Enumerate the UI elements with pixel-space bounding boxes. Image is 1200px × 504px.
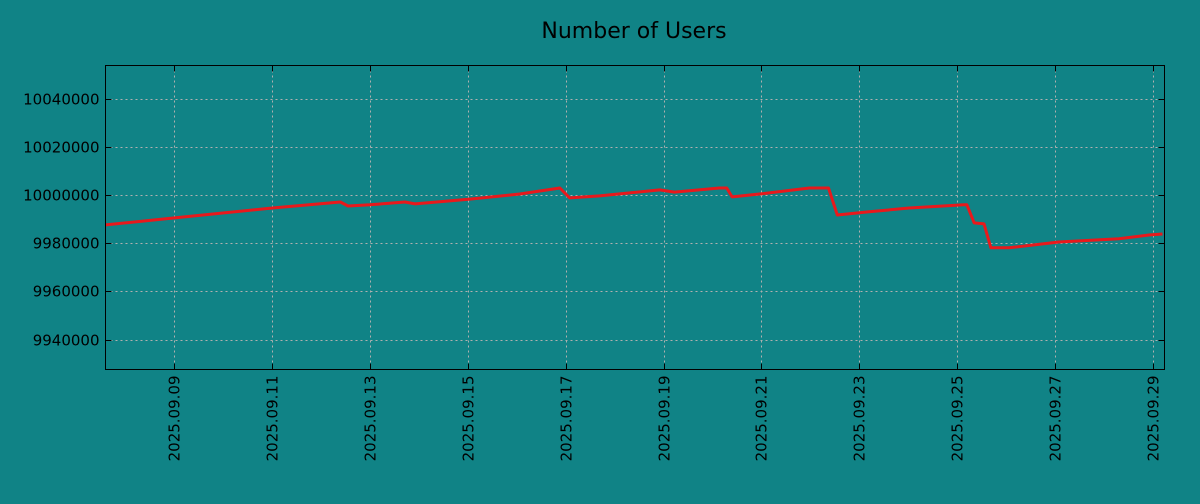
y-tick-label: 10000000 (23, 187, 99, 205)
x-tick-label: 2025.09.25 (949, 376, 967, 462)
y-tick-label: 10020000 (23, 139, 99, 157)
chart-title: Number of Users (541, 19, 726, 44)
x-tick-label: 2025.09.11 (264, 376, 282, 462)
axes: 9940000 9960000 9980000 10000000 10020000 100… (23, 65, 1165, 462)
x-tick-label: 2025.09.27 (1047, 376, 1065, 462)
series-layer (105, 186, 1163, 250)
x-tick-label: 2025.09.13 (362, 376, 380, 462)
y-tick-label: 9980000 (33, 235, 100, 253)
x-tick-label: 2025.09.23 (851, 376, 869, 462)
grid (105, 65, 1165, 370)
x-tick-label: 2025.09.21 (753, 376, 771, 462)
series-line-number-of-users (105, 186, 1163, 250)
x-tick-label: 2025.09.19 (656, 376, 674, 462)
x-tick-label: 2025.09.17 (558, 376, 576, 462)
y-tick-label: 9960000 (33, 283, 100, 301)
y-tick-label: 10040000 (23, 91, 99, 109)
x-tick-label: 2025.09.15 (460, 376, 478, 462)
x-tick-label: 2025.09.29 (1145, 376, 1163, 462)
plot-frame (105, 65, 1165, 370)
y-tick-label: 9940000 (33, 332, 100, 350)
x-tick-label: 2025.09.09 (166, 376, 184, 462)
